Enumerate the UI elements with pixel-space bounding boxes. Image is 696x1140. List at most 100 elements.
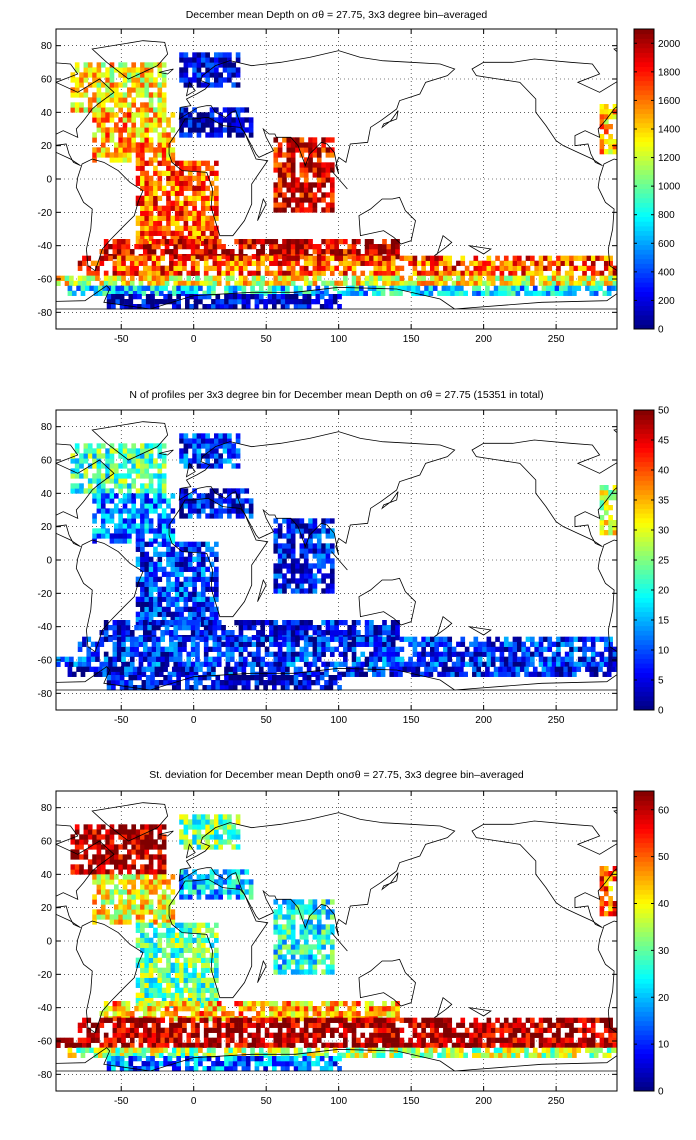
data-bin bbox=[486, 275, 492, 281]
data-bin bbox=[166, 591, 171, 597]
data-bin bbox=[350, 290, 355, 296]
data-bin bbox=[538, 255, 544, 261]
data-bin bbox=[200, 503, 206, 509]
data-bin bbox=[235, 508, 241, 514]
data-bin bbox=[456, 280, 461, 286]
data-bin bbox=[195, 244, 200, 250]
data-bin bbox=[225, 646, 231, 652]
data-bin bbox=[170, 538, 176, 544]
data-bin bbox=[131, 453, 137, 459]
data-bin bbox=[92, 97, 97, 103]
data-bin bbox=[83, 829, 89, 835]
data-bin bbox=[599, 144, 605, 150]
data-bin bbox=[196, 67, 202, 73]
data-bin bbox=[157, 914, 163, 920]
data-bin bbox=[179, 513, 184, 519]
data-bin bbox=[125, 239, 131, 245]
data-bin bbox=[464, 265, 470, 271]
data-bin bbox=[247, 244, 252, 250]
data-bin bbox=[338, 641, 344, 647]
data-bin bbox=[356, 275, 361, 281]
data-bin bbox=[174, 235, 180, 241]
data-bin bbox=[161, 137, 167, 143]
data-bin bbox=[187, 185, 193, 191]
data-bin bbox=[161, 483, 167, 489]
data-bin bbox=[189, 671, 195, 677]
data-bin bbox=[195, 651, 200, 657]
data-bin bbox=[316, 255, 322, 261]
data-bin bbox=[135, 473, 141, 479]
data-bin bbox=[148, 503, 154, 509]
y-tick-label: -20 bbox=[38, 589, 53, 600]
data-bin bbox=[215, 299, 221, 305]
data-bin bbox=[299, 265, 305, 271]
data-bin bbox=[227, 438, 232, 444]
data-bin bbox=[390, 249, 396, 255]
data-bin bbox=[425, 641, 431, 647]
data-bin bbox=[551, 656, 557, 662]
data-bin bbox=[161, 463, 167, 469]
data-bin bbox=[306, 680, 312, 686]
data-bin bbox=[135, 160, 141, 166]
data-bin bbox=[532, 671, 538, 677]
data-bin bbox=[227, 503, 232, 509]
data-bin bbox=[129, 260, 135, 266]
data-bin bbox=[430, 651, 435, 657]
data-bin bbox=[373, 280, 379, 286]
data-bin bbox=[122, 824, 128, 830]
colorbar-segment bbox=[634, 183, 654, 189]
data-bin bbox=[369, 244, 374, 250]
data-bin bbox=[96, 82, 102, 88]
data-bin bbox=[166, 175, 171, 181]
data-bin bbox=[221, 651, 226, 657]
data-bin bbox=[140, 132, 145, 138]
data-bin bbox=[179, 127, 184, 133]
data-bin bbox=[122, 443, 128, 449]
data-bin bbox=[183, 57, 189, 63]
colorbar-tick-label: 15 bbox=[658, 616, 670, 627]
data-bin bbox=[161, 443, 167, 449]
data-bin bbox=[144, 987, 150, 993]
data-bin bbox=[209, 170, 215, 176]
data-bin bbox=[140, 967, 145, 973]
data-bin bbox=[109, 498, 115, 504]
data-bin bbox=[157, 972, 163, 978]
data-bin bbox=[187, 122, 193, 128]
data-bin bbox=[525, 661, 531, 667]
data-bin bbox=[316, 543, 322, 549]
data-bin bbox=[127, 132, 132, 138]
data-bin bbox=[286, 182, 292, 188]
data-bin bbox=[90, 641, 96, 647]
data-bin bbox=[351, 656, 357, 662]
data-bin bbox=[131, 137, 137, 143]
data-bin bbox=[141, 671, 147, 677]
data-bin bbox=[147, 280, 152, 286]
data-bin bbox=[560, 255, 566, 261]
data-bin bbox=[140, 215, 145, 221]
data-bin bbox=[105, 147, 110, 153]
data-bin bbox=[196, 493, 202, 499]
colorbar-segment bbox=[634, 324, 654, 330]
data-bin bbox=[412, 270, 418, 276]
data-bin bbox=[164, 651, 170, 657]
data-bin bbox=[96, 97, 102, 103]
data-bin bbox=[150, 294, 155, 300]
data-bin bbox=[153, 606, 158, 612]
data-bin bbox=[92, 478, 97, 484]
data-bin bbox=[248, 117, 254, 123]
data-bin bbox=[325, 588, 331, 594]
data-bin bbox=[303, 651, 309, 657]
data-bin bbox=[222, 488, 228, 494]
data-bin bbox=[153, 952, 158, 958]
data-bin bbox=[171, 285, 177, 291]
data-bin bbox=[316, 651, 322, 657]
data-bin bbox=[157, 67, 163, 73]
data-bin bbox=[74, 824, 80, 830]
data-bin bbox=[127, 473, 132, 479]
data-bin bbox=[122, 77, 128, 83]
data-bin bbox=[161, 879, 167, 885]
data-bin bbox=[256, 280, 261, 286]
data-bin bbox=[608, 520, 613, 526]
data-bin bbox=[192, 458, 197, 464]
data-bin bbox=[141, 299, 147, 305]
